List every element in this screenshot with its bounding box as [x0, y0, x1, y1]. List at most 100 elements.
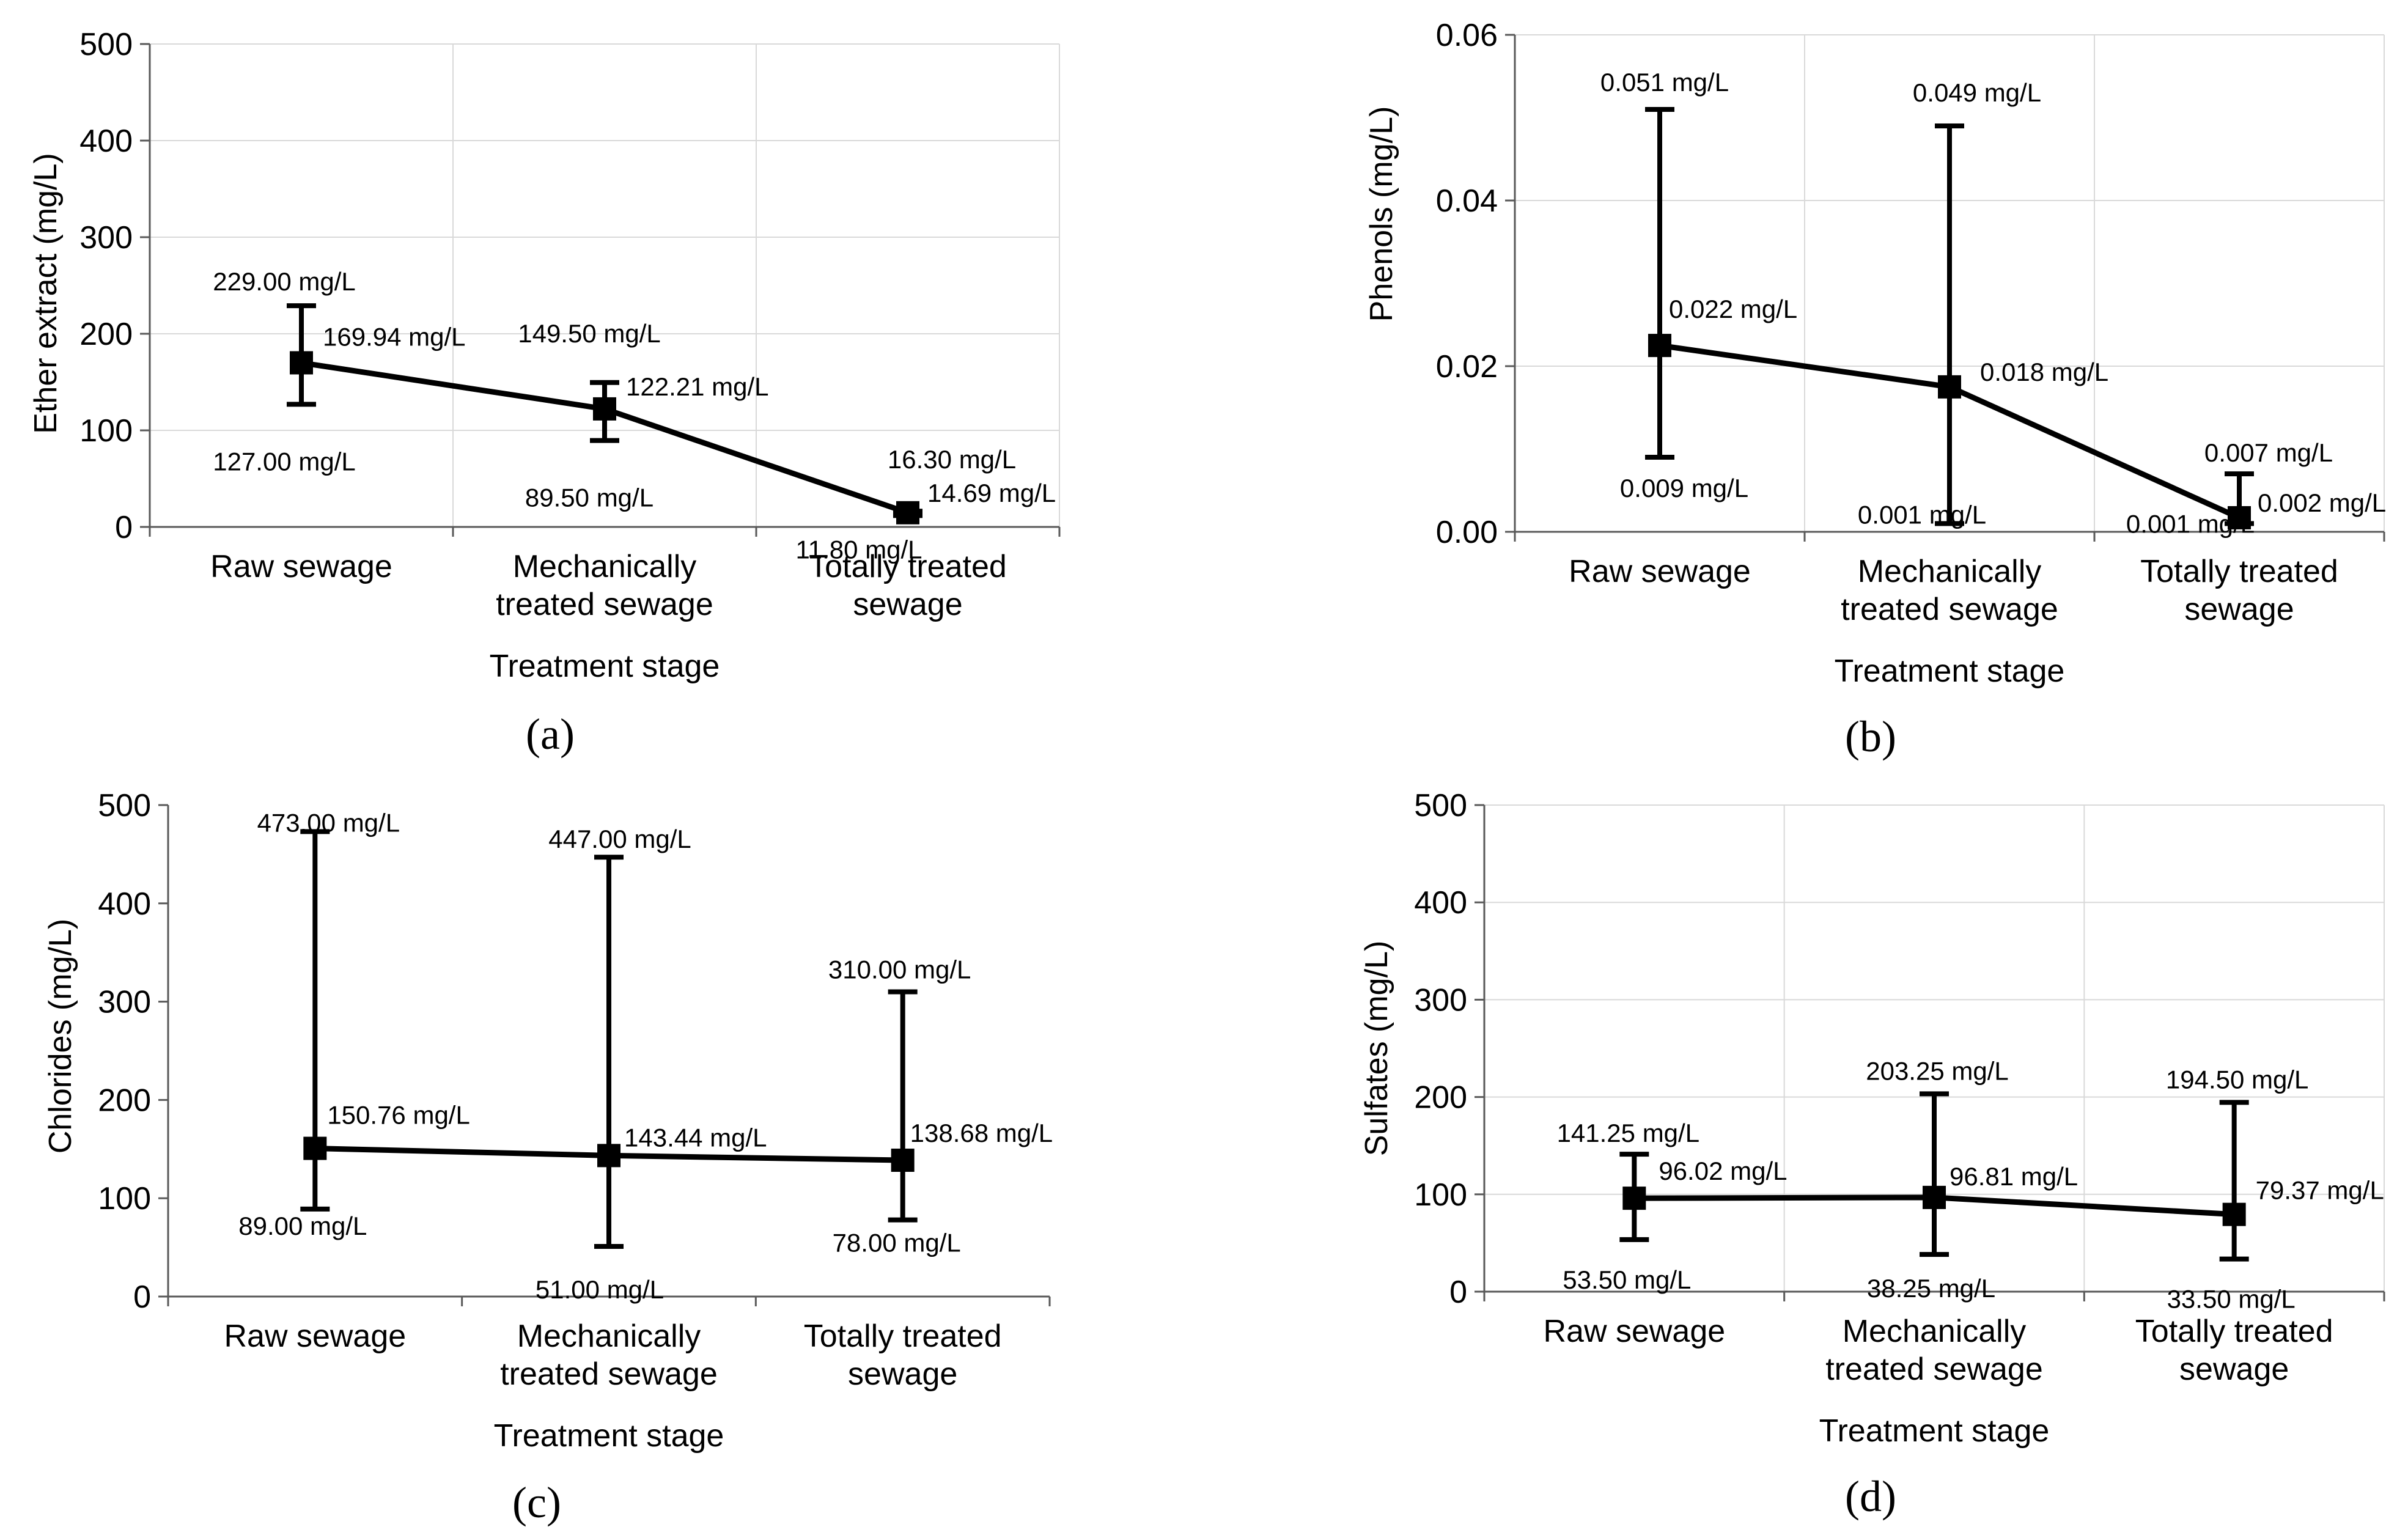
y-tick-label: 0.04 [1436, 183, 1498, 219]
x-tick-label: Raw sewage [224, 1319, 406, 1354]
panel-label: (c) [512, 1478, 561, 1527]
data-label-max: 473.00 mg/L [257, 808, 400, 837]
x-tick-label: Totally treated [809, 549, 1007, 584]
data-label-max: 0.049 mg/L [1913, 78, 2041, 107]
y-tick-label: 400 [98, 886, 151, 922]
data-label-min: 11.80 mg/L [795, 535, 922, 564]
x-axis-title: Treatment stage [490, 649, 720, 684]
data-label-mean: 0.022 mg/L [1669, 295, 1797, 323]
x-tick-label: sewage [853, 587, 962, 622]
data-label-mean: 150.76 mg/L [327, 1101, 470, 1130]
chart-panel-d: 0 100 200 300 400 500 Raw sewage Mechanicallytr… [1359, 788, 2385, 1521]
data-label-mean: 143.44 mg/L [624, 1123, 767, 1152]
y-tick-label: 0 [115, 510, 133, 545]
data-point-marker [2222, 1202, 2246, 1226]
x-tick-label: Mechanically [1858, 554, 2042, 589]
data-point-marker [1648, 334, 1671, 358]
x-tick-label: sewage [2179, 1352, 2289, 1387]
data-label-mean: 96.81 mg/L [1950, 1162, 2078, 1191]
panel-label: (b) [1845, 712, 1896, 761]
y-tick-label: 0 [133, 1279, 151, 1315]
y-tick-label: 0.00 [1436, 515, 1498, 550]
x-tick-label: treated sewage [1825, 1352, 2043, 1387]
y-tick-label: 200 [1414, 1080, 1467, 1116]
data-label-mean: 138.68 mg/L [910, 1119, 1053, 1147]
y-tick-label: 300 [98, 985, 151, 1020]
x-axis-title: Treatment stage [494, 1418, 724, 1454]
data-point-marker [1938, 375, 1961, 399]
data-label-max: 141.25 mg/L [1557, 1119, 1700, 1147]
x-tick-label: Totally treated [2135, 1314, 2333, 1349]
y-tick-label: 200 [79, 317, 133, 352]
data-label-max: 0.007 mg/L [2204, 438, 2333, 467]
chart-panel-c: 0 100 200 300 400 500 Raw sewage Mechanicallytr… [43, 788, 1053, 1527]
data-point-marker [1622, 1187, 1646, 1210]
data-point-marker [303, 1136, 327, 1160]
data-label-min: 53.50 mg/L [1563, 1265, 1691, 1294]
data-point-marker [597, 1144, 620, 1168]
data-label-max: 0.051 mg/L [1600, 68, 1729, 97]
y-tick-label: 100 [1414, 1177, 1467, 1213]
panel-label: (d) [1845, 1472, 1896, 1521]
y-tick-label: 400 [79, 123, 133, 159]
x-tick-label: sewage [848, 1356, 957, 1392]
data-label-max: 16.30 mg/L [888, 445, 1016, 474]
chart-panel-b: 0.00 0.02 0.04 0.06 Raw sewage Mechanicallytr… [1364, 18, 2386, 761]
data-label-min: 0.009 mg/L [1620, 474, 1748, 502]
data-point-marker [891, 1149, 915, 1172]
y-axis-title: Sulfates (mg/L) [1359, 941, 1394, 1157]
x-tick-label: Raw sewage [1543, 1314, 1725, 1349]
data-label-max: 310.00 mg/L [828, 955, 971, 984]
x-tick-label: treated sewage [500, 1356, 718, 1392]
data-point-marker [1923, 1185, 1946, 1209]
y-tick-label: 300 [1414, 982, 1467, 1018]
x-tick-label: sewage [2184, 592, 2294, 627]
data-label-min: 33.50 mg/L [2167, 1285, 2296, 1314]
data-label-min: 0.001 mg/L [1858, 500, 1986, 529]
y-axis-title: Ether extract (mg/L) [28, 153, 64, 433]
data-label-mean: 169.94 mg/L [323, 322, 466, 351]
data-label-mean: 0.018 mg/L [1980, 358, 2108, 386]
y-tick-label: 100 [79, 413, 133, 449]
data-label-min: 0.001 mg/L [2126, 509, 2255, 538]
y-tick-label: 400 [1414, 885, 1467, 921]
data-label-min: 51.00 mg/L [536, 1275, 664, 1304]
y-tick-label: 500 [98, 788, 151, 823]
y-tick-label: 0 [1449, 1275, 1467, 1310]
x-tick-label: treated sewage [496, 587, 713, 622]
y-axis-title: Phenols (mg/L) [1364, 106, 1399, 322]
x-tick-label: treated sewage [1841, 592, 2058, 627]
data-label-mean: 14.69 mg/L [927, 479, 1056, 507]
y-tick-label: 200 [98, 1083, 151, 1118]
data-point-marker [290, 351, 313, 375]
data-label-mean: 0.002 mg/L [2258, 488, 2386, 517]
data-point-marker [2228, 506, 2251, 529]
x-tick-label: Raw sewage [1569, 554, 1751, 589]
data-label-min: 89.00 mg/L [238, 1212, 367, 1240]
data-label-mean: 96.02 mg/L [1659, 1157, 1787, 1185]
x-tick-label: Totally treated [804, 1319, 1002, 1354]
x-tick-label: Mechanically [517, 1319, 701, 1354]
x-tick-label: Mechanically [513, 549, 697, 584]
y-tick-label: 300 [79, 220, 133, 256]
data-label-max: 194.50 mg/L [2166, 1065, 2309, 1094]
panel-label: (a) [526, 710, 575, 759]
data-label-mean: 122.21 mg/L [626, 372, 769, 401]
chart-panel-a: 0 100 200 300 400 500 Raw sewage Mechanicallytr… [28, 27, 1061, 759]
y-axis-title: Chlorides (mg/L) [43, 919, 78, 1154]
data-label-max: 229.00 mg/L [213, 267, 356, 296]
data-label-min: 89.50 mg/L [525, 484, 654, 512]
data-point-marker [593, 397, 616, 421]
x-tick-label: Raw sewage [210, 549, 392, 584]
data-label-min: 127.00 mg/L [213, 447, 356, 476]
data-label-max: 149.50 mg/L [518, 319, 661, 348]
x-axis-title: Treatment stage [1835, 653, 2065, 689]
x-tick-label: Totally treated [2140, 554, 2338, 589]
data-label-mean: 79.37 mg/L [2256, 1176, 2384, 1205]
data-label-min: 38.25 mg/L [1867, 1274, 1995, 1303]
data-point-marker [896, 501, 919, 524]
y-tick-label: 0.02 [1436, 349, 1498, 384]
data-label-max: 447.00 mg/L [548, 825, 691, 853]
y-tick-label: 0.06 [1436, 18, 1498, 53]
